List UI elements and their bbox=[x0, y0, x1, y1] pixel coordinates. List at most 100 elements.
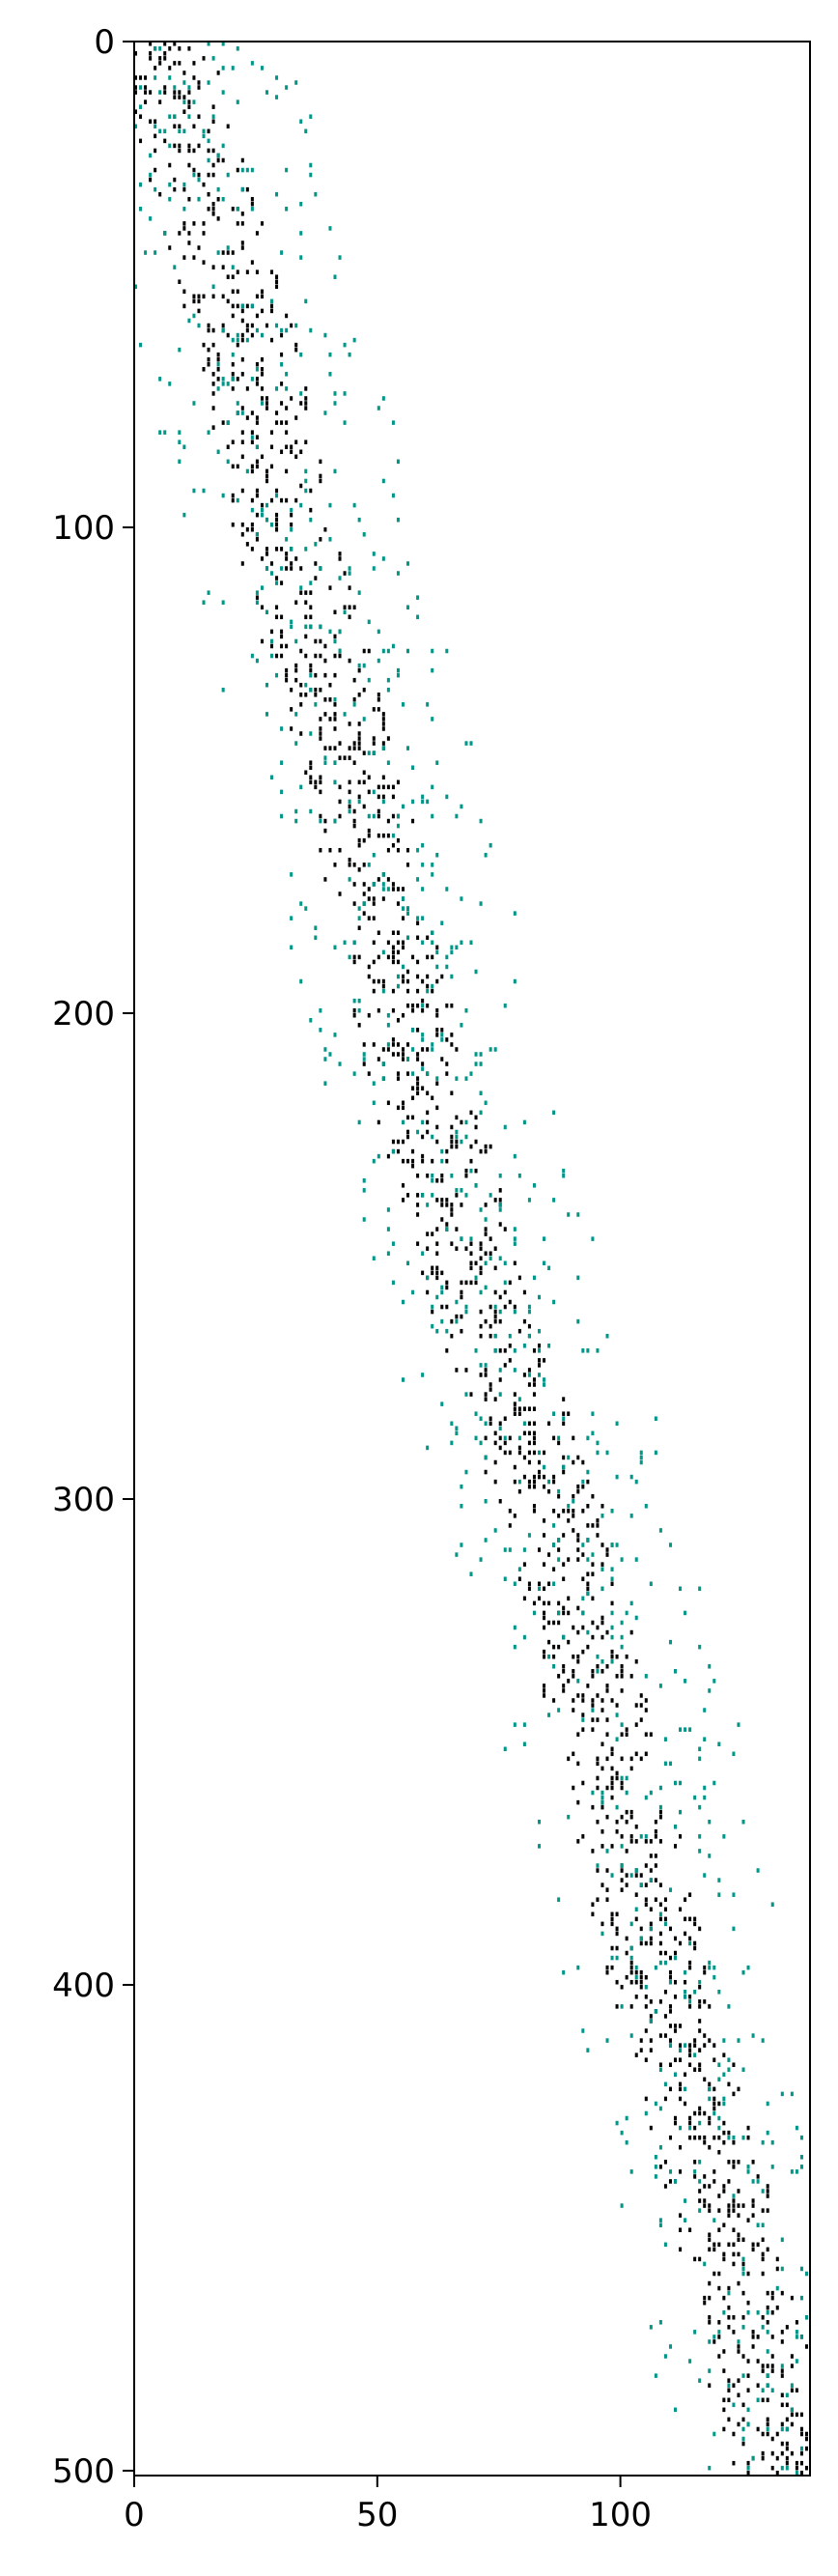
teal-entry bbox=[552, 1664, 556, 1669]
black-entry bbox=[416, 1203, 420, 1207]
black-entry bbox=[280, 580, 284, 585]
black-entry bbox=[314, 576, 318, 580]
teal-entry bbox=[581, 1596, 585, 1601]
teal-entry bbox=[537, 1450, 542, 1456]
teal-entry bbox=[377, 658, 380, 664]
black-entry bbox=[440, 1203, 444, 1207]
black-entry bbox=[732, 2139, 736, 2145]
black-entry bbox=[547, 1639, 551, 1645]
teal-entry bbox=[464, 1119, 468, 1125]
black-entry bbox=[401, 940, 405, 946]
black-entry bbox=[348, 722, 351, 726]
black-entry bbox=[440, 1270, 444, 1276]
black-entry bbox=[581, 1484, 585, 1489]
black-entry bbox=[309, 507, 313, 513]
black-entry bbox=[605, 1552, 609, 1557]
black-entry bbox=[372, 978, 376, 984]
teal-entries bbox=[134, 42, 808, 2476]
teal-entry bbox=[450, 1173, 454, 1178]
black-entry bbox=[746, 2388, 750, 2392]
teal-entry bbox=[537, 1373, 542, 1377]
teal-entry bbox=[304, 906, 308, 911]
black-entry bbox=[790, 2364, 794, 2368]
black-entry bbox=[211, 406, 215, 410]
teal-entry bbox=[304, 682, 308, 688]
black-entry bbox=[211, 265, 215, 269]
teal-entry bbox=[722, 2309, 726, 2315]
teal-entry bbox=[333, 760, 337, 765]
teal-entry bbox=[698, 1586, 702, 1592]
black-entry bbox=[649, 1868, 653, 1873]
black-entry bbox=[426, 935, 430, 941]
black-entry bbox=[294, 497, 298, 503]
black-entry bbox=[406, 1158, 410, 1164]
teal-entry bbox=[309, 580, 313, 585]
teal-entry bbox=[178, 459, 182, 465]
teal-entry bbox=[236, 332, 239, 338]
black-entry bbox=[285, 313, 289, 319]
black-entry bbox=[503, 1363, 507, 1368]
black-entry bbox=[537, 1459, 542, 1465]
teal-entry bbox=[367, 677, 371, 683]
black-entry bbox=[741, 2237, 745, 2243]
black-entry bbox=[615, 1979, 619, 1985]
teal-entry bbox=[591, 1411, 595, 1416]
black-entry bbox=[644, 1897, 648, 1902]
black-entry bbox=[255, 382, 259, 386]
teal-entry bbox=[211, 284, 215, 290]
teal-entry bbox=[703, 1873, 707, 1878]
teal-entry bbox=[732, 2135, 736, 2140]
teal-entry bbox=[416, 916, 420, 920]
teal-entry bbox=[513, 1227, 517, 1231]
black-entry bbox=[576, 1538, 580, 1543]
black-entry bbox=[532, 1479, 536, 1485]
black-entry bbox=[717, 2227, 721, 2232]
black-entry bbox=[562, 1421, 566, 1427]
teal-entry bbox=[431, 1323, 434, 1329]
black-entry bbox=[562, 1669, 566, 1674]
black-entry bbox=[498, 1198, 502, 1203]
teal-entry bbox=[173, 114, 177, 119]
black-entry bbox=[732, 2460, 736, 2466]
teal-entry bbox=[431, 1173, 434, 1178]
teal-entry bbox=[139, 85, 143, 90]
black-entry bbox=[543, 1450, 546, 1456]
teal-entry bbox=[304, 547, 308, 552]
black-entry bbox=[737, 2213, 740, 2218]
teal-entry bbox=[688, 1999, 692, 2004]
black-entry bbox=[381, 717, 385, 722]
black-entry bbox=[698, 2189, 702, 2194]
black-entry bbox=[474, 1139, 478, 1145]
black-entry bbox=[610, 1921, 614, 1927]
teal-entry bbox=[785, 2465, 789, 2471]
black-entry bbox=[211, 382, 215, 386]
teal-entry bbox=[207, 42, 210, 46]
black-entry bbox=[216, 377, 220, 382]
black-entry bbox=[527, 1459, 531, 1465]
teal-entry bbox=[411, 1071, 415, 1076]
black-entry bbox=[562, 1455, 566, 1460]
teal-entry bbox=[557, 1708, 561, 1713]
teal-entry bbox=[416, 877, 420, 882]
black-entry bbox=[333, 712, 337, 717]
black-entry bbox=[469, 1392, 473, 1397]
black-entry bbox=[557, 1600, 561, 1606]
teal-entry bbox=[421, 1037, 425, 1042]
black-entry bbox=[411, 954, 415, 960]
black-entry bbox=[401, 1012, 405, 1018]
teal-entry bbox=[581, 2028, 585, 2033]
black-entry bbox=[775, 2431, 779, 2437]
black-entry bbox=[240, 439, 244, 444]
black-entry bbox=[601, 1766, 604, 1771]
teal-entry bbox=[319, 1028, 322, 1033]
black-entry bbox=[761, 2431, 765, 2437]
teal-entry bbox=[226, 245, 230, 250]
black-entry bbox=[416, 1090, 420, 1095]
teal-entry bbox=[431, 813, 434, 819]
black-entry bbox=[173, 177, 177, 183]
black-entry bbox=[265, 406, 268, 410]
black-entry bbox=[352, 697, 356, 702]
black-entry bbox=[231, 464, 235, 469]
teal-entry bbox=[615, 1543, 619, 1547]
black-entry bbox=[231, 313, 235, 319]
